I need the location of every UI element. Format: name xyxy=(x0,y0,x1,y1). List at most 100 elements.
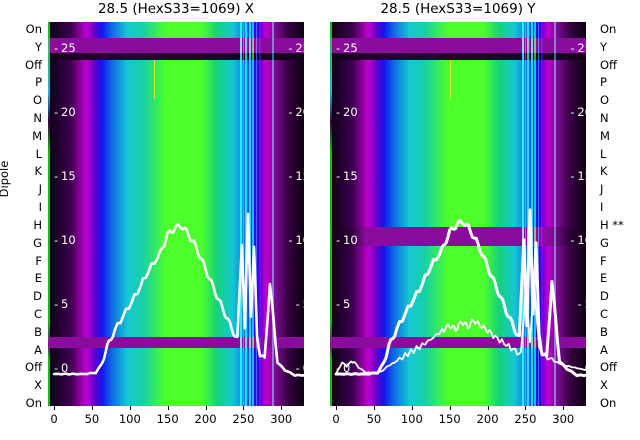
heatmap-yellow-streak xyxy=(449,60,452,99)
x-tick-mark xyxy=(54,406,56,410)
category-label: K xyxy=(34,164,42,179)
heatmap-streak xyxy=(272,22,274,406)
x-tick-label: 200 xyxy=(476,412,499,426)
category-label: N xyxy=(33,111,42,126)
heatmap-row xyxy=(48,198,304,228)
category-label: Off xyxy=(600,57,617,72)
category-label: J xyxy=(600,182,604,197)
heatmap-row xyxy=(48,22,304,39)
x-tick-label: 300 xyxy=(270,412,293,426)
heatmap-row xyxy=(48,256,304,286)
category-label: K xyxy=(600,164,608,179)
x-tick-label: 100 xyxy=(118,412,141,426)
flagged-row-band xyxy=(330,227,586,246)
panel-title-left: 28.5 (HexS33=1069) X xyxy=(97,1,255,17)
panel-title-right: 28.5 (HexS33=1069) Y xyxy=(380,1,536,17)
category-label: X xyxy=(34,378,42,393)
category-label: A xyxy=(34,342,42,357)
x-tick-mark xyxy=(281,406,283,410)
heatmap-image-left xyxy=(48,22,304,406)
x-tick-label: 150 xyxy=(156,412,179,426)
x-tick-mark xyxy=(449,406,451,410)
heatmap-row xyxy=(48,169,304,199)
heatmap-streak xyxy=(534,22,536,406)
category-label: C xyxy=(33,306,42,321)
heatmap-separator-band xyxy=(330,336,586,349)
heatmap-row xyxy=(48,116,304,143)
category-label: I xyxy=(38,200,42,215)
x-tick-label: 0 xyxy=(332,412,340,426)
x-tick-mark xyxy=(411,406,413,410)
x-tick-mark xyxy=(167,406,169,410)
heatmap-row xyxy=(330,169,586,199)
heatmap-panel-left[interactable]: -0-0-5-5-10-10-15-15-20-20-25-25 xyxy=(48,22,304,406)
x-tick-label: 250 xyxy=(514,412,537,426)
heatmap-row xyxy=(330,313,586,337)
heatmap-streak xyxy=(249,22,252,406)
category-label: D xyxy=(600,289,609,304)
heatmap-separator-band xyxy=(48,336,304,349)
x-tick-mark xyxy=(563,406,565,410)
category-label: M xyxy=(32,128,42,143)
category-label: On xyxy=(25,22,42,36)
category-label: E xyxy=(600,271,608,286)
category-label: On xyxy=(600,396,617,410)
x-tick-label: 200 xyxy=(194,412,217,426)
heatmap-streak xyxy=(252,22,254,406)
heatmap-streak xyxy=(259,22,261,406)
heatmap-edge-sliver xyxy=(48,22,50,406)
category-label: L xyxy=(35,146,42,161)
x-tick-label: 250 xyxy=(232,412,255,426)
category-label: H ** xyxy=(600,217,624,232)
heatmap-row xyxy=(48,313,304,337)
heatmap-streak xyxy=(541,22,543,406)
heatmap-streak xyxy=(247,22,249,406)
heatmap-streak xyxy=(242,22,244,406)
heatmap-row xyxy=(330,348,586,406)
x-tick-mark xyxy=(373,406,375,410)
heatmap-row xyxy=(48,89,304,117)
category-label: H xyxy=(33,217,42,232)
category-label: O xyxy=(32,93,42,108)
heatmap-separator-band xyxy=(330,38,586,53)
heatmap-streak xyxy=(537,22,540,406)
heatmap-panel-right[interactable]: -0-0-5-5-10-10-15-15-20-20-25-25 xyxy=(330,22,586,406)
category-label: B xyxy=(600,324,608,339)
heatmap-yellow-streak xyxy=(154,60,156,99)
heatmap-row xyxy=(48,60,304,90)
heatmap-edge-sliver xyxy=(330,22,332,406)
category-label: On xyxy=(25,396,42,410)
category-labels-left: On Y Off P O N M L K J I H G F E D C B A Off X On xyxy=(0,22,46,408)
x-tick-label: 50 xyxy=(84,412,100,426)
heatmap-streak xyxy=(255,22,258,406)
category-label: C xyxy=(600,306,609,321)
x-tick-mark xyxy=(91,406,93,410)
heatmap-streak xyxy=(531,22,534,406)
x-tick-label: 100 xyxy=(400,412,423,426)
x-axis-left: 0 50 100 150 200 250 300 xyxy=(48,406,304,440)
x-tick-mark xyxy=(205,406,207,410)
heatmap-row xyxy=(330,22,586,39)
heatmap-image-right xyxy=(330,22,586,406)
heatmap-row xyxy=(330,60,586,90)
heatmap-row xyxy=(48,285,304,314)
heatmap-row xyxy=(48,142,304,170)
category-label: Y xyxy=(34,39,42,54)
x-tick-label: 300 xyxy=(552,412,575,426)
x-tick-mark xyxy=(129,406,131,410)
category-label: Off xyxy=(25,360,42,375)
category-label: F xyxy=(35,253,42,268)
category-label: O xyxy=(600,93,610,108)
heatmap-row xyxy=(48,227,304,257)
category-labels-right: On Y Off P O N M L K J I H ** G F E D C B A Off X On xyxy=(594,22,640,408)
heatmap-row xyxy=(330,89,586,117)
x-tick-label: 50 xyxy=(366,412,382,426)
x-tick-mark xyxy=(487,406,489,410)
heatmap-row xyxy=(330,52,586,61)
heatmap-separator-band xyxy=(48,38,304,53)
category-label: L xyxy=(600,146,607,161)
category-label: Y xyxy=(600,39,608,54)
category-label: Off xyxy=(600,360,617,375)
x-axis-right: 0 50 100 150 200 250 300 xyxy=(330,406,586,440)
